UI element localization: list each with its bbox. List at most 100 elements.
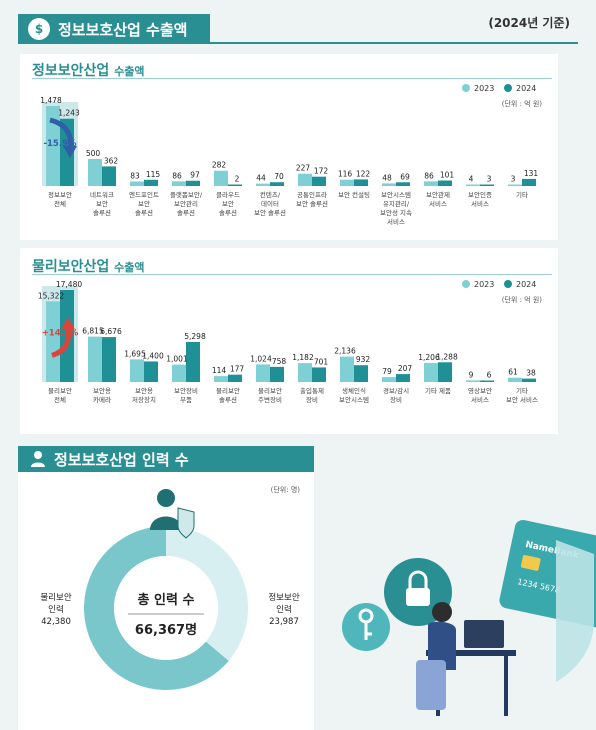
category-tick-label: 보안용: [135, 386, 153, 395]
donut-slice-physical: [84, 526, 229, 690]
info-label: 정보보안: [268, 592, 299, 603]
bar-2024: [480, 380, 494, 382]
bar-2023: [256, 183, 270, 186]
coins-icon: $: [28, 18, 50, 40]
bar-2024: [522, 178, 536, 186]
section-header-workforce: 정보보호산업 인력 수: [18, 446, 314, 472]
category-tick-label: 보안관제: [426, 190, 450, 199]
security-person-icon: [150, 489, 195, 539]
legend-swatch-2024: [504, 84, 512, 92]
category-tick-label: 솔루션: [135, 208, 153, 217]
security-illustration: NameBank 1234 5678: [342, 519, 596, 716]
donut-slice-info: [166, 526, 248, 661]
category-tick-label: 기타 제품: [425, 386, 451, 395]
bar-2023: [508, 377, 522, 382]
change-arrowhead: [63, 146, 77, 158]
bar-2024: [102, 166, 116, 186]
value-label-2024: 177: [230, 365, 245, 374]
value-label-2023: 86: [424, 171, 434, 180]
bar-2023: [382, 377, 396, 382]
category-tick-label: 기타: [516, 386, 528, 395]
value-label-2023: 6,815: [82, 327, 104, 336]
bar-2023: [382, 183, 396, 186]
phys-panel-title: 물리보안산업 수출액: [32, 256, 145, 276]
value-label-2023: 1,001: [166, 355, 188, 364]
bar-2023: [424, 181, 438, 186]
value-label-2024: 97: [190, 171, 200, 180]
value-label-2024: 932: [356, 355, 371, 364]
unit-label: (단위 : 억 원): [502, 295, 543, 304]
unit-label: (단위 : 억 원): [502, 99, 543, 108]
category-tick-label: 장비: [306, 395, 318, 404]
category-tick-label: 공통인프라: [297, 190, 327, 199]
value-label-2023: 114: [212, 366, 227, 375]
category-tick-label: 보안 솔루션: [296, 199, 328, 208]
category-tick-label: 보안: [138, 199, 150, 208]
bar-2023: [298, 173, 312, 186]
bar-2024: [144, 179, 158, 186]
page-title: 정보보호산업 수출액: [58, 20, 188, 39]
change-arrowhead: [61, 317, 75, 330]
category-tick-label: 데이터: [261, 199, 279, 208]
category-tick-label: 보안관리: [174, 199, 198, 208]
value-label-2023: 116: [338, 170, 353, 179]
bar-2024: [312, 176, 326, 186]
value-label-2024: 122: [356, 169, 371, 178]
bar-2024: [438, 362, 452, 382]
category-tick-label: 보안 솔루션: [254, 208, 286, 217]
bar-2023: [340, 179, 354, 186]
category-tick-label: 부품: [180, 396, 192, 404]
category-tick-label: 솔루션: [219, 395, 237, 404]
legend-label-2023: 2023: [474, 280, 494, 289]
category-tick-label: 엔드포인트: [129, 190, 159, 199]
donut-center-value: 66,367명: [135, 622, 197, 638]
legend-label-2024: 2024: [516, 280, 536, 289]
value-label-2024: 38: [526, 369, 536, 378]
value-label-2024: 69: [400, 172, 410, 181]
bar-2024: [144, 361, 158, 382]
legend-swatch-2023: [462, 280, 470, 288]
category-tick-label: 보안 서비스: [506, 395, 538, 404]
bar-2024: [354, 179, 368, 186]
category-tick-label: 출입통제: [300, 386, 324, 395]
value-label-2023: 282: [212, 161, 227, 170]
bar-2023: [88, 336, 102, 382]
category-tick-label: 서비스: [387, 217, 405, 226]
bar-2024: [438, 180, 452, 186]
value-label-2023: 1,024: [250, 354, 272, 363]
category-tick-label: 전체: [54, 199, 66, 208]
bar-2024: [186, 341, 200, 382]
category-tick-label: 물리보안: [216, 386, 240, 395]
category-tick-label: 네트워크: [90, 190, 114, 199]
category-tick-label: 보안시스템: [339, 395, 369, 404]
value-label-2024: 362: [104, 156, 119, 165]
value-label-2024: 701: [314, 357, 329, 366]
value-label-2023: 9: [469, 370, 474, 379]
value-label-2024: 131: [524, 169, 539, 178]
value-label-2023: 1,182: [292, 353, 314, 362]
bar-2023: [466, 380, 480, 382]
value-label-2023: 1,206: [418, 353, 440, 362]
category-tick-label: 솔루션: [219, 208, 237, 217]
bar-2023: [172, 181, 186, 186]
person-icon: [31, 451, 45, 467]
value-label-2024: 1,288: [436, 352, 458, 361]
bar-2024: [396, 182, 410, 186]
bar-2023: [172, 364, 186, 382]
bar-2023: [214, 170, 228, 186]
value-label-2024: 172: [314, 167, 329, 176]
category-tick-label: 생체인식: [342, 386, 366, 395]
info-title-main: 정보보안산업: [32, 63, 110, 79]
value-label-2023: 44: [256, 174, 266, 183]
value-label-2024: 1,243: [58, 109, 80, 118]
header-divider: [18, 42, 578, 44]
key-icon: [342, 603, 390, 651]
category-tick-label: 정보보안: [48, 190, 72, 199]
donut-hole: [114, 556, 218, 660]
category-tick-label: 경보/감시: [383, 386, 409, 395]
bar-2023: [46, 106, 60, 186]
value-label-2023: 48: [382, 173, 392, 182]
shield-illustration: [556, 540, 594, 682]
